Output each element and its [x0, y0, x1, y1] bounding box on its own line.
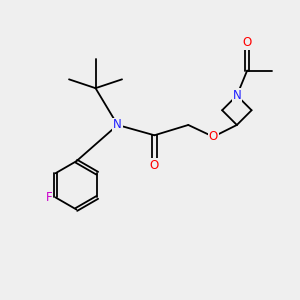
Text: N: N [113, 118, 122, 131]
Text: F: F [46, 191, 52, 204]
Text: O: O [150, 159, 159, 172]
Text: O: O [242, 36, 252, 49]
Text: O: O [209, 130, 218, 143]
Text: N: N [232, 89, 241, 102]
